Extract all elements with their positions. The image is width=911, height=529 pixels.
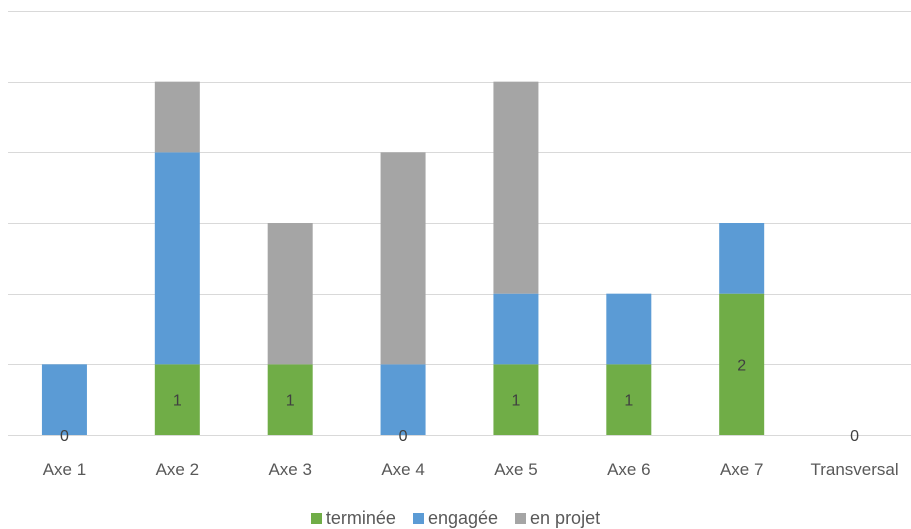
data-label: 1 [624, 393, 633, 410]
data-label: 1 [173, 393, 182, 410]
x-tick-label: Axe 7 [720, 460, 763, 479]
x-tick-label: Axe 5 [494, 460, 537, 479]
data-label: 0 [399, 428, 408, 445]
x-tick-label: Axe 6 [607, 460, 650, 479]
x-tick-label: Axe 3 [268, 460, 311, 479]
legend-item-terminee: terminée [310, 508, 396, 528]
x-tick-label: Transversal [810, 460, 898, 479]
legend-label-en-projet: en projet [530, 508, 601, 528]
bar-segment [606, 293, 652, 365]
legend-swatch-engagee [412, 513, 424, 524]
bar-segment [493, 293, 539, 365]
bar-segment [154, 152, 200, 365]
data-label: 1 [286, 393, 295, 410]
legend-swatch-en-projet [515, 513, 527, 524]
legend-label-terminee: terminée [325, 508, 396, 528]
bar-segment [267, 223, 313, 365]
bar-segment [380, 152, 426, 365]
data-label: 1 [511, 393, 520, 410]
x-tick-label: Axe 1 [43, 460, 86, 479]
legend-item-engagee: engagée [412, 508, 499, 528]
bar-segment [380, 364, 426, 435]
legend-label-engagee: engagée [427, 508, 499, 528]
legend-item-en-projet: en projet [515, 508, 600, 528]
bar-segment [154, 364, 200, 435]
stacked-bar-chart: 0 Axe 1 1 Axe 2 1 Axe 3 0 Axe 4 1 Axe 5 1 Axe 6 2 Axe… [8, 11, 911, 479]
x-tick-label: Axe 2 [156, 460, 199, 479]
bar-segment [493, 81, 539, 294]
bar-segment [493, 364, 539, 435]
data-label: 0 [60, 428, 69, 445]
data-label: 0 [850, 428, 859, 445]
bar-segment [41, 364, 87, 435]
legend-swatch-terminee [310, 513, 322, 524]
data-label: 2 [737, 357, 746, 374]
bar-segment [719, 223, 765, 294]
bar-segment [606, 364, 652, 435]
legend: terminée engagée en projet [0, 508, 911, 528]
x-tick-label: Axe 4 [381, 460, 424, 479]
bar-segment [267, 364, 313, 435]
bar-segment [719, 293, 765, 435]
bar-segment [154, 81, 200, 153]
